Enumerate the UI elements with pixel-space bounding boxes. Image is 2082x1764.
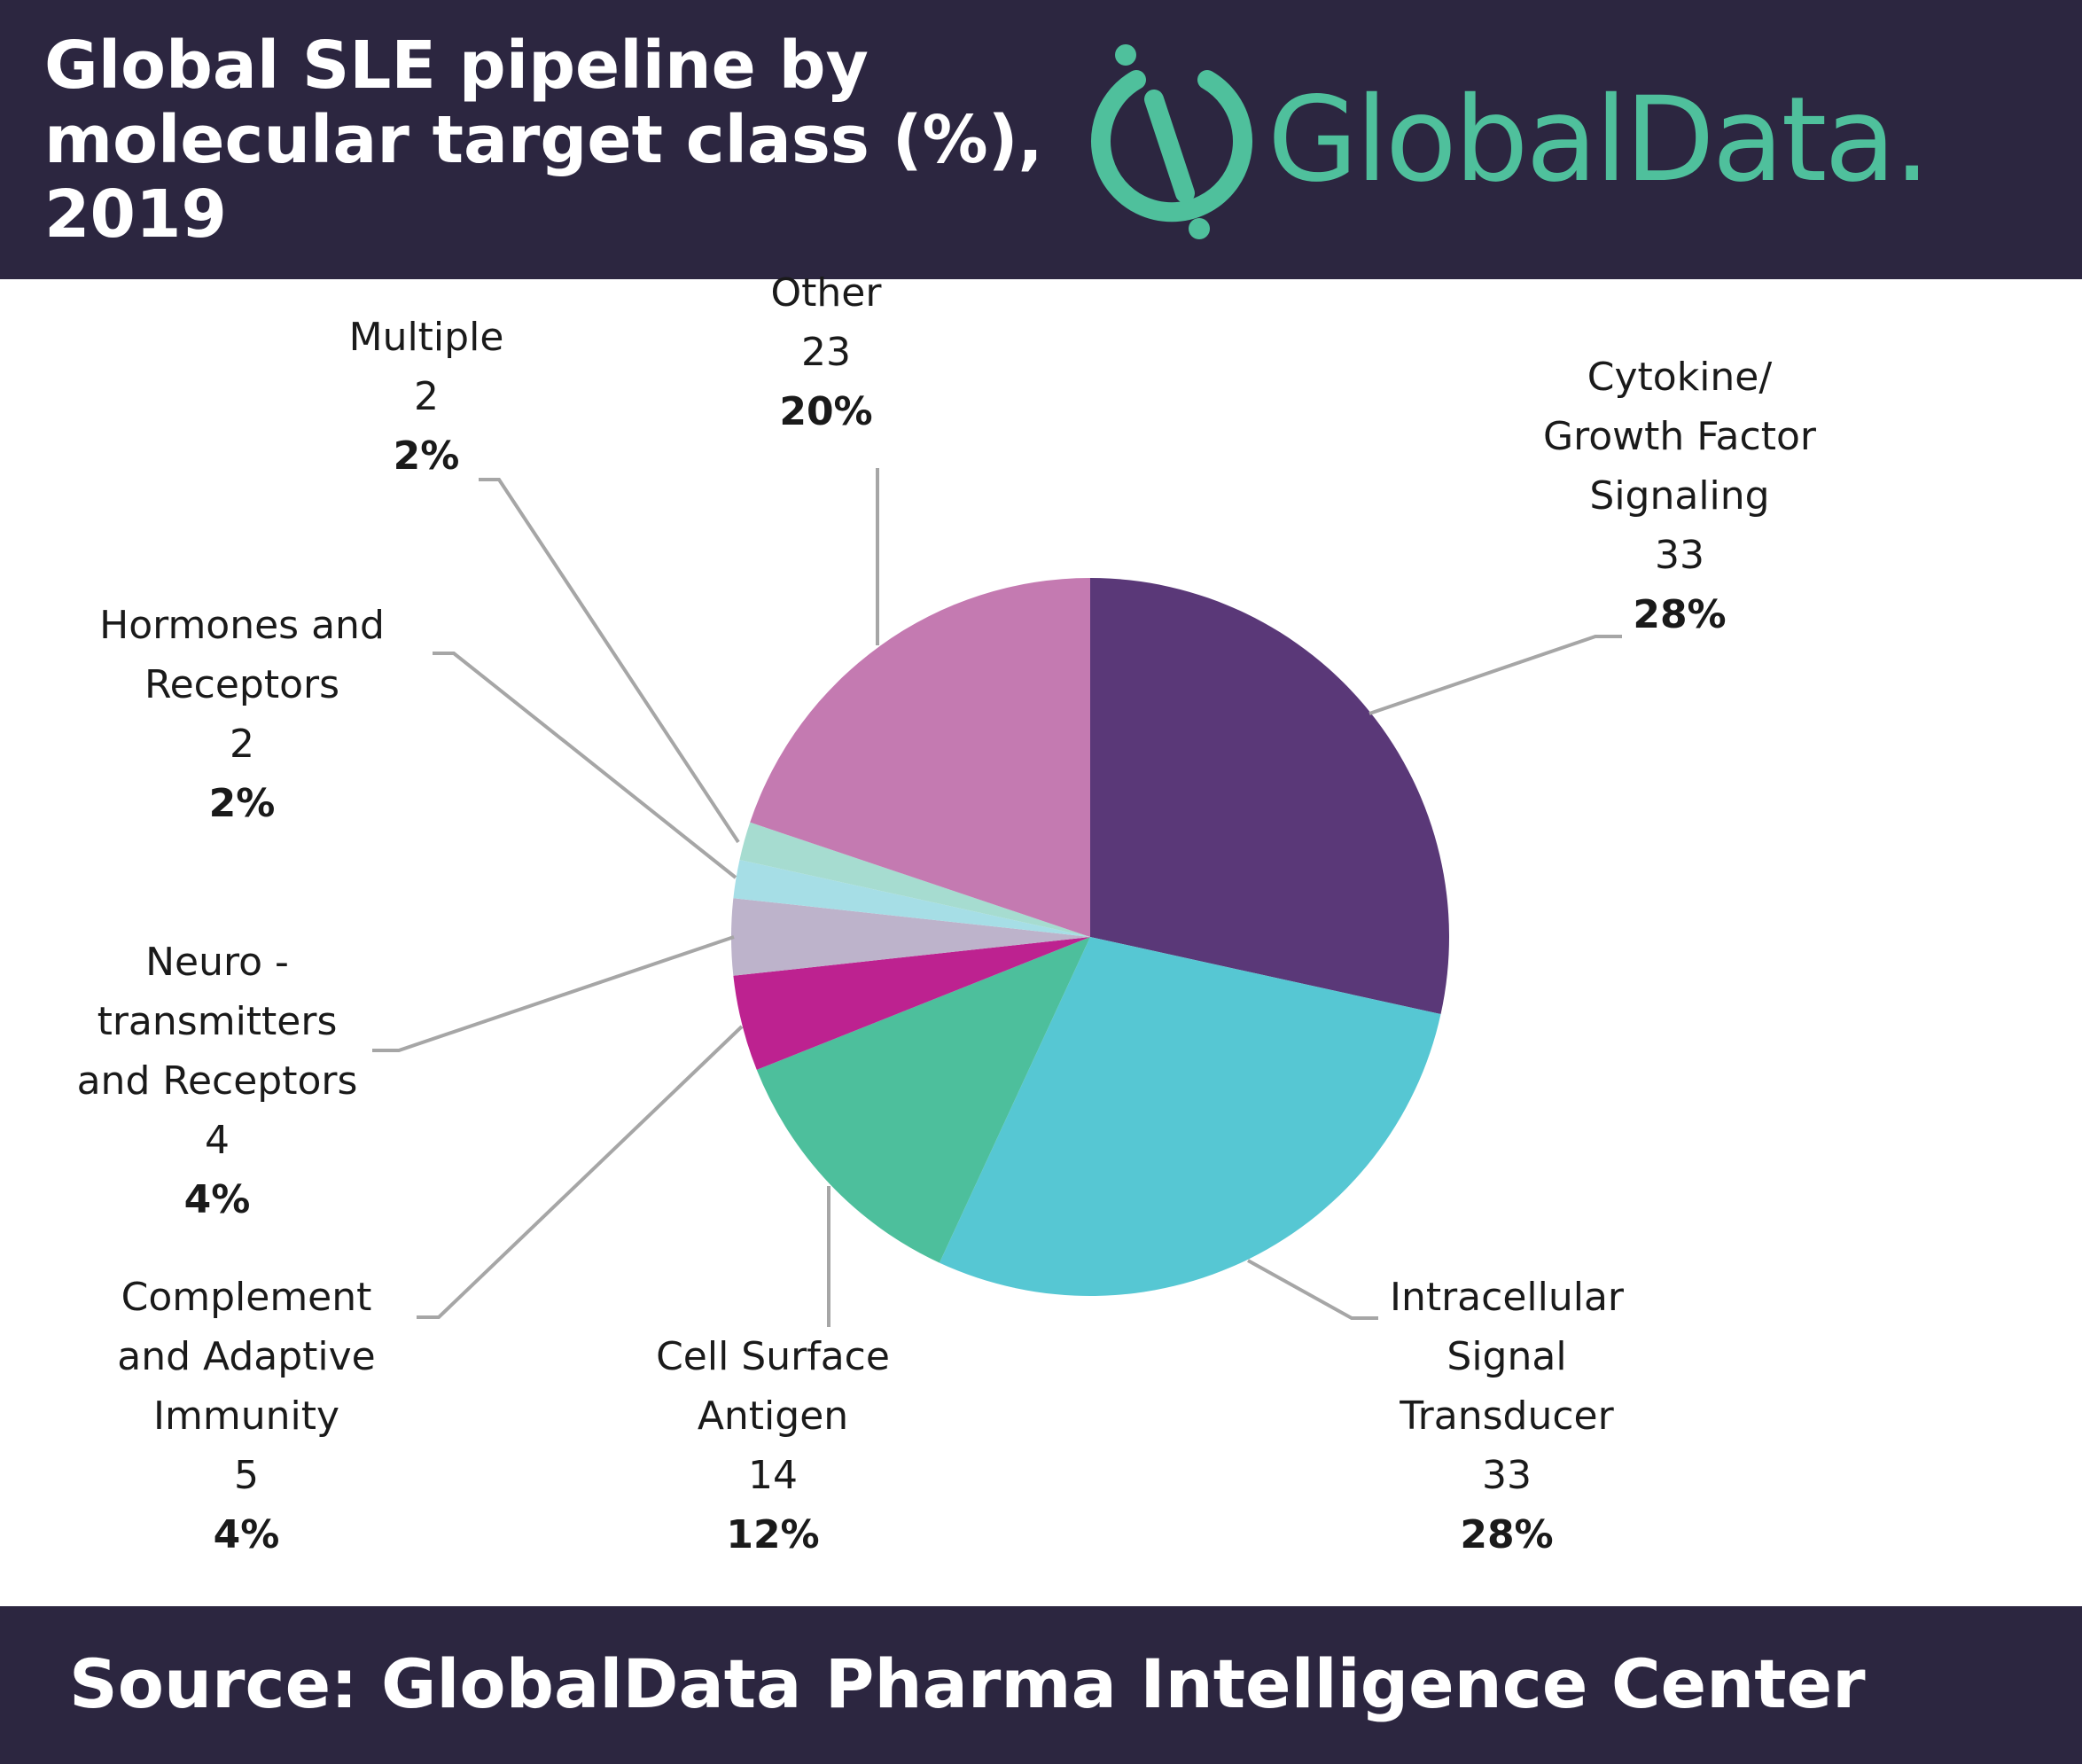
slice-name: transmitters — [97, 999, 338, 1044]
leader-line — [417, 1025, 744, 1319]
slice-label: Multiple 2 2% — [349, 315, 504, 479]
pie-slice-cytokine-growth-factor-signaling — [1090, 578, 1449, 1015]
slice-name: Transducer — [1399, 1393, 1614, 1439]
slice-label: Cytokine/Growth Factor Signaling 33 28% — [1543, 355, 1817, 637]
slice-name: Neuro - — [145, 940, 289, 985]
slice-name: Intracellular — [1390, 1275, 1625, 1320]
slice-name: Complement — [121, 1275, 372, 1320]
slice-name: Multiple — [349, 315, 504, 360]
logo-wordmark: GlobalData. — [1267, 72, 1930, 208]
slice-name: Immunity — [153, 1393, 339, 1439]
footer-bar: Source: GlobalData Pharma Intelligence C… — [0, 1606, 2082, 1764]
pie-slice-neuro-transmitters-and-receptors — [730, 898, 1090, 976]
slice-count: 2 — [230, 722, 254, 767]
slice-percent: 4% — [184, 1177, 251, 1222]
slice-count: 33 — [1482, 1453, 1532, 1498]
slice-percent: 20% — [779, 389, 872, 434]
pie-slice-multiple — [739, 822, 1090, 937]
slice-label: Other 23 20% — [771, 270, 883, 434]
slice-percent: 28% — [1633, 592, 1726, 637]
slice-name: Receptors — [144, 662, 339, 707]
slice-count: 23 — [801, 330, 851, 375]
slice-percent: 12% — [726, 1512, 819, 1557]
pie-slice-intracellular-signal-transducer — [939, 937, 1441, 1297]
slice-name: Hormones and — [99, 603, 385, 648]
slice-count: 4 — [205, 1118, 230, 1163]
title-line-1: Global SLE pipeline by — [44, 27, 869, 104]
leader-line — [372, 935, 735, 1052]
header-bar: Global SLE pipeline by molecular target … — [0, 0, 2082, 279]
slice-count: 14 — [748, 1453, 798, 1498]
slice-label: Cell Surface Antigen 14 12% — [656, 1334, 890, 1557]
slice-label: Complement and Adaptive Immunity 5 4% — [117, 1275, 376, 1557]
pie-slice-hormones-and-receptors — [733, 859, 1090, 937]
leader-line — [1247, 1259, 1378, 1320]
slice-name: and Adaptive — [117, 1334, 376, 1379]
leader-line — [1369, 635, 1622, 715]
slice-count: 2 — [414, 374, 439, 419]
slice-percent: 2% — [209, 781, 276, 826]
slice-name: Antigen — [698, 1393, 848, 1439]
pie-slice-cell-surface-antigen — [756, 937, 1090, 1263]
pie-slice-other — [750, 578, 1090, 937]
slice-percent: 2% — [394, 433, 460, 479]
slice-percent: 4% — [214, 1512, 280, 1557]
title-line-3: 2019 — [44, 176, 227, 253]
slice-count: 5 — [234, 1453, 259, 1498]
slice-count: 33 — [1655, 533, 1704, 578]
slice-name: Growth Factor — [1543, 414, 1817, 459]
leader-line — [433, 652, 737, 879]
globaldata-logo-icon — [1091, 44, 1252, 239]
slice-label: Neuro - transmitters and Receptors 4 4% — [77, 940, 358, 1222]
slice-name: and Receptors — [77, 1058, 358, 1104]
slice-label: Intracellular Signal Transducer 33 28% — [1390, 1275, 1625, 1557]
slice-name: Signal — [1446, 1334, 1566, 1379]
slice-name: Other — [771, 270, 883, 316]
slice-name: Cell Surface — [656, 1334, 890, 1379]
slice-name: Signaling — [1589, 473, 1769, 519]
source-note: Source: GlobalData Pharma Intelligence C… — [69, 1644, 1866, 1723]
globaldata-logo: GlobalData. — [1077, 35, 2061, 248]
leader-line — [479, 478, 740, 844]
pie-slice-complement-and-adaptive-immunity — [733, 937, 1090, 1070]
slice-label: Hormones and Receptors 2 2% — [99, 603, 385, 826]
title-line-2: molecular target class (%), — [44, 102, 1043, 178]
slice-percent: 28% — [1460, 1512, 1553, 1557]
chart-title: Global SLE pipeline by molecular target … — [44, 28, 1064, 252]
slice-name: Cytokine/ — [1587, 355, 1773, 400]
